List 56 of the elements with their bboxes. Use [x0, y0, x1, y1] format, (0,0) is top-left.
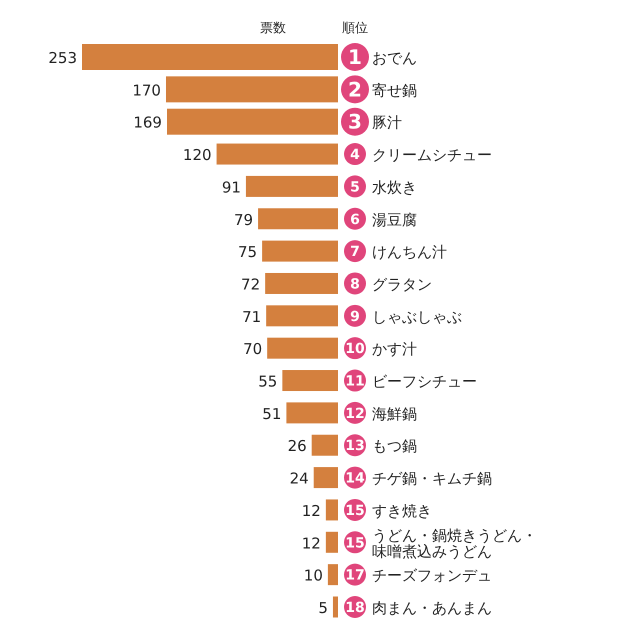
y-tick-label: おでん	[372, 49, 417, 67]
data-label: 79	[234, 210, 254, 229]
text: 17	[345, 568, 365, 584]
y-tick-label: クリームシチュー	[372, 146, 492, 164]
text: 1	[348, 45, 362, 69]
data-label: 26	[288, 437, 307, 456]
y-tick-label: 肉まん・あんまん	[372, 599, 492, 617]
y-tick-label: かす汁	[372, 340, 417, 358]
data-label: 12	[302, 534, 321, 552]
text: 5	[350, 179, 360, 196]
text: 8	[350, 276, 360, 292]
data-label: 120	[182, 146, 212, 164]
y-tick-label: 海鮮鍋	[372, 404, 417, 423]
data-label: 170	[132, 81, 161, 100]
text: 4	[350, 147, 360, 164]
y-tick-label: 湯豆腐	[372, 210, 417, 229]
data-label: 55	[258, 372, 278, 391]
data-label: 12	[302, 502, 321, 520]
y-tick-label: すき焼き	[372, 502, 432, 520]
data-label: 10	[304, 566, 323, 585]
y-tick-label: ビーフシチュー	[372, 372, 477, 391]
text: 2	[348, 77, 362, 102]
data-label: 70	[243, 340, 262, 358]
x-axis-title: 票数	[260, 21, 286, 36]
y-tick-label: しゃぶしゃぶ	[372, 308, 462, 326]
data-label: 253	[48, 49, 77, 67]
text: 15	[345, 502, 365, 519]
y-tick-label: チゲ鍋・キムチ鍋	[372, 470, 492, 488]
text: 9	[350, 308, 360, 325]
data-label: 72	[241, 275, 260, 294]
text: 11	[345, 374, 365, 390]
y-tick-label: うどん・鍋焼きうどん・味噌煮込みうどん	[372, 526, 537, 560]
text: 15	[345, 535, 365, 552]
data-label: 71	[242, 308, 262, 326]
text: 12	[345, 406, 365, 422]
text: 18	[345, 600, 365, 616]
data-label: 169	[133, 114, 162, 132]
text: 順位	[342, 21, 368, 36]
y-tick-label: 寄せ鍋	[372, 81, 417, 100]
text: 6	[350, 212, 360, 228]
text: 10	[345, 341, 365, 358]
y-tick-label: もつ鍋	[372, 437, 417, 456]
data-label: 51	[262, 404, 282, 423]
y-tick-label: けんちん汁	[372, 243, 447, 262]
text: 7	[350, 244, 360, 260]
data-label: 91	[222, 178, 241, 196]
y-tick-label: 豚汁	[372, 114, 402, 132]
y-tick-label: チーズフォンデュ	[372, 566, 492, 585]
y-tick-label: 水炊き	[372, 178, 417, 196]
text: 3	[348, 110, 362, 134]
data-label: 24	[290, 470, 309, 488]
text: 13	[345, 438, 365, 454]
y-tick-label: グラタン	[372, 275, 432, 294]
data-label: 5	[318, 599, 328, 617]
data-label: 75	[238, 243, 258, 262]
text: 14	[345, 470, 365, 487]
